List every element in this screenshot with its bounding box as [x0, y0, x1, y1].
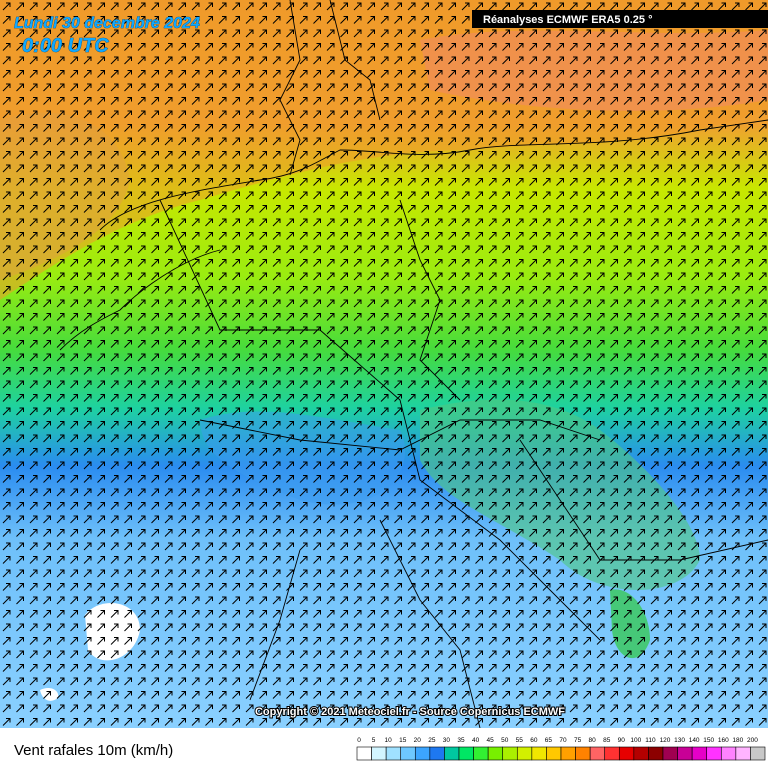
source-text: Réanalyses ECMWF ERA5 0.25 °: [483, 14, 652, 26]
copyright: Copyright © 2021 Meteociel.fr - Source C…: [255, 706, 565, 718]
legend-label: 85: [603, 737, 611, 744]
legend-label: 80: [589, 737, 597, 744]
legend-label: 60: [530, 737, 538, 744]
legend-swatch: [662, 746, 678, 761]
legend-label: 100: [630, 737, 641, 744]
legend-swatch: [589, 746, 606, 761]
legend-swatch: [414, 746, 431, 761]
legend-swatch: [546, 746, 562, 761]
legend-swatch: [750, 746, 766, 761]
legend-label: 160: [718, 737, 729, 744]
legend-label: 90: [618, 737, 626, 744]
legend-swatch: [473, 746, 489, 761]
legend-label: 25: [428, 737, 436, 744]
legend-label: 10: [385, 737, 393, 744]
legend-label: 20: [414, 737, 422, 744]
wind-arrows: [0, 0, 768, 728]
legend-swatch: [444, 746, 460, 761]
variable-label: Vent rafales 10m (km/h): [14, 742, 173, 759]
legend-label: 5: [372, 737, 376, 744]
legend-swatch: [429, 746, 445, 761]
legend-swatch: [720, 746, 737, 761]
legend-swatch: [531, 746, 547, 761]
time-title: 0:00 UTC: [22, 35, 109, 57]
legend-label: 40: [472, 737, 480, 744]
legend-swatch: [604, 746, 620, 761]
legend-label: 45: [487, 737, 495, 744]
legend-label: 140: [689, 737, 700, 744]
legend-label: 35: [457, 737, 465, 744]
legend-swatch: [371, 746, 387, 761]
legend-label: 65: [545, 737, 553, 744]
legend-label: 70: [559, 737, 567, 744]
source-box: [472, 10, 768, 28]
legend-swatch: [487, 746, 504, 761]
legend-swatch: [400, 746, 416, 761]
legend-swatch: [458, 746, 474, 761]
legend-swatch: [691, 746, 708, 761]
legend-label: 50: [501, 737, 509, 744]
legend-swatch: [633, 746, 649, 761]
legend-swatch: [706, 746, 722, 761]
legend-label: 200: [747, 737, 758, 744]
legend-label: 110: [645, 737, 656, 744]
legend-label: 120: [660, 737, 671, 744]
legend-swatch: [560, 746, 576, 761]
legend-label: 180: [732, 737, 743, 744]
legend-label: 75: [574, 737, 582, 744]
legend-label: 30: [443, 737, 451, 744]
legend-swatch: [648, 746, 664, 761]
legend-swatch: [735, 746, 751, 761]
legend-swatch: [516, 746, 533, 761]
legend-swatch: [575, 746, 591, 761]
legend-swatch: [677, 746, 693, 761]
legend-label: 150: [703, 737, 714, 744]
legend-swatch: [618, 746, 635, 761]
legend-label: 55: [516, 737, 524, 744]
date-title: Lundi 30 decembre 2024: [14, 15, 200, 32]
legend-label: 15: [399, 737, 407, 744]
legend-label: 130: [674, 737, 685, 744]
legend-swatch: [502, 746, 518, 761]
legend-label: 0: [357, 737, 361, 744]
legend-swatch: [356, 746, 372, 761]
legend-swatch: [385, 746, 402, 761]
